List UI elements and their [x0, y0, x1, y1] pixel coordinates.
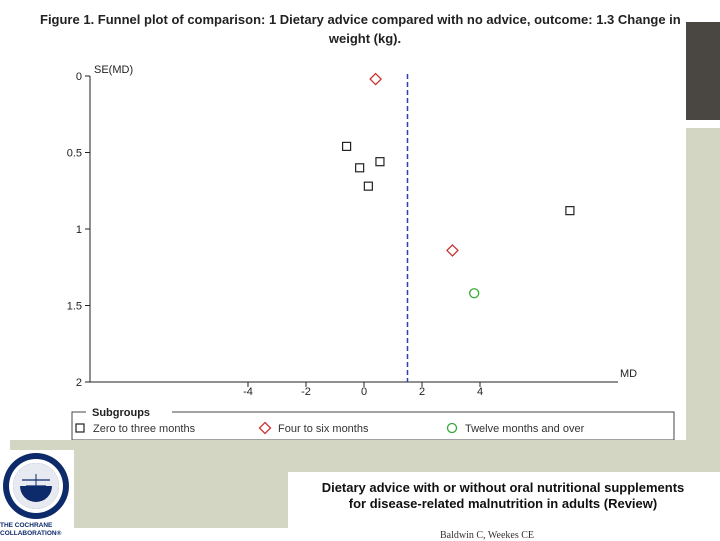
figure-title: Figure 1. Funnel plot of comparison: 1 D…: [40, 10, 690, 48]
cochrane-logo: [0, 450, 74, 540]
y-tick-label: 0.5: [67, 148, 82, 160]
data-point-square: [363, 181, 373, 191]
legend-label: Twelve months and over: [465, 423, 585, 435]
y-tick-label: 2: [76, 377, 82, 389]
x-tick-label: 0: [361, 386, 367, 398]
legend-label: Four to six months: [278, 423, 369, 435]
review-title-box: [288, 472, 720, 530]
data-point-square: [355, 163, 365, 173]
figure-title-line1: Figure 1. Funnel plot of comparison: 1 D…: [40, 12, 681, 27]
legend-frame: [71, 411, 675, 440]
logo-line1: THE COCHRANE: [0, 522, 53, 529]
logo-line2: COLLABORATION®: [0, 530, 62, 537]
legend-marker-diamond: [258, 421, 272, 435]
y-tick-label: 1.5: [67, 301, 82, 313]
decorative-dark-bar: [686, 22, 720, 120]
legend-marker-circle: [446, 422, 458, 434]
funnel-plot: 0 0.5 1 1.5 2 -4 -2 0 2 4 SE(MD) MD Subgroups Zero t…: [67, 64, 675, 440]
cochrane-logo-icon: [3, 453, 69, 519]
data-point-square: [342, 141, 352, 151]
data-point-circle: [469, 288, 480, 299]
data-point-diamond: [369, 72, 383, 86]
x-axis-label: MD: [620, 368, 637, 380]
x-tick-label: -4: [243, 386, 253, 398]
y-tick-label: 1: [76, 224, 82, 236]
legend-marker-square: [75, 423, 85, 433]
legend-title: Subgroups: [92, 407, 150, 419]
review-authors: Baldwin C, Weekes CE: [440, 530, 534, 541]
cochrane-logo-text: THE COCHRANE COLLABORATION®: [0, 522, 80, 538]
review-title-line1: Dietary advice with or without oral nutr…: [321, 480, 685, 495]
data-point-square: [375, 157, 385, 167]
review-title: Dietary advice with or without oral nutr…: [290, 480, 716, 512]
data-point-diamond: [446, 244, 459, 257]
y-axis-label: SE(MD): [94, 64, 133, 76]
plot-marks: [342, 72, 575, 299]
x-tick-label: 4: [477, 386, 483, 398]
review-title-line2: for disease-related malnutrition in adul…: [348, 496, 658, 511]
legend-label: Zero to three months: [93, 423, 196, 435]
data-point-square: [565, 206, 575, 216]
decorative-sage-bar: [686, 128, 720, 440]
x-tick-label: 2: [419, 386, 425, 398]
plot-axes: 0 0.5 1 1.5 2 -4 -2 0 2 4 SE(MD) MD: [67, 64, 637, 398]
y-tick-label: 0: [76, 71, 82, 83]
x-tick-label: -2: [301, 386, 311, 398]
plot-legend: Subgroups Zero to three months Four to six…: [71, 407, 675, 440]
figure-title-line2: weight (kg).: [328, 31, 402, 46]
